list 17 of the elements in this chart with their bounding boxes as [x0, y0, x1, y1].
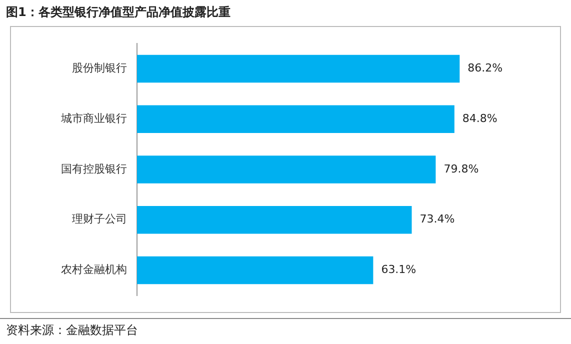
data-label: 86.2% [468, 62, 503, 75]
y-tick-label: 理财子公司 [72, 212, 127, 226]
chart-title: 图1：各类型银行净值型产品净值披露比重 [6, 4, 230, 21]
y-tick-label: 城市商业银行 [60, 112, 127, 125]
bar [137, 206, 412, 234]
data-label: 84.8% [462, 112, 498, 125]
bar [137, 256, 374, 284]
data-label: 79.8% [444, 162, 479, 176]
bar [137, 54, 460, 83]
bar [137, 156, 436, 184]
y-tick-label: 股份制银行 [72, 62, 127, 75]
y-tick-label: 国有控股银行 [61, 162, 127, 176]
data-label: 73.4% [420, 212, 455, 226]
text: 资料来源：金融数据平台 [6, 322, 138, 339]
bar [137, 105, 454, 133]
y-tick-label: 农村金融机构 [61, 263, 127, 276]
data-label: 63.1% [381, 263, 416, 276]
